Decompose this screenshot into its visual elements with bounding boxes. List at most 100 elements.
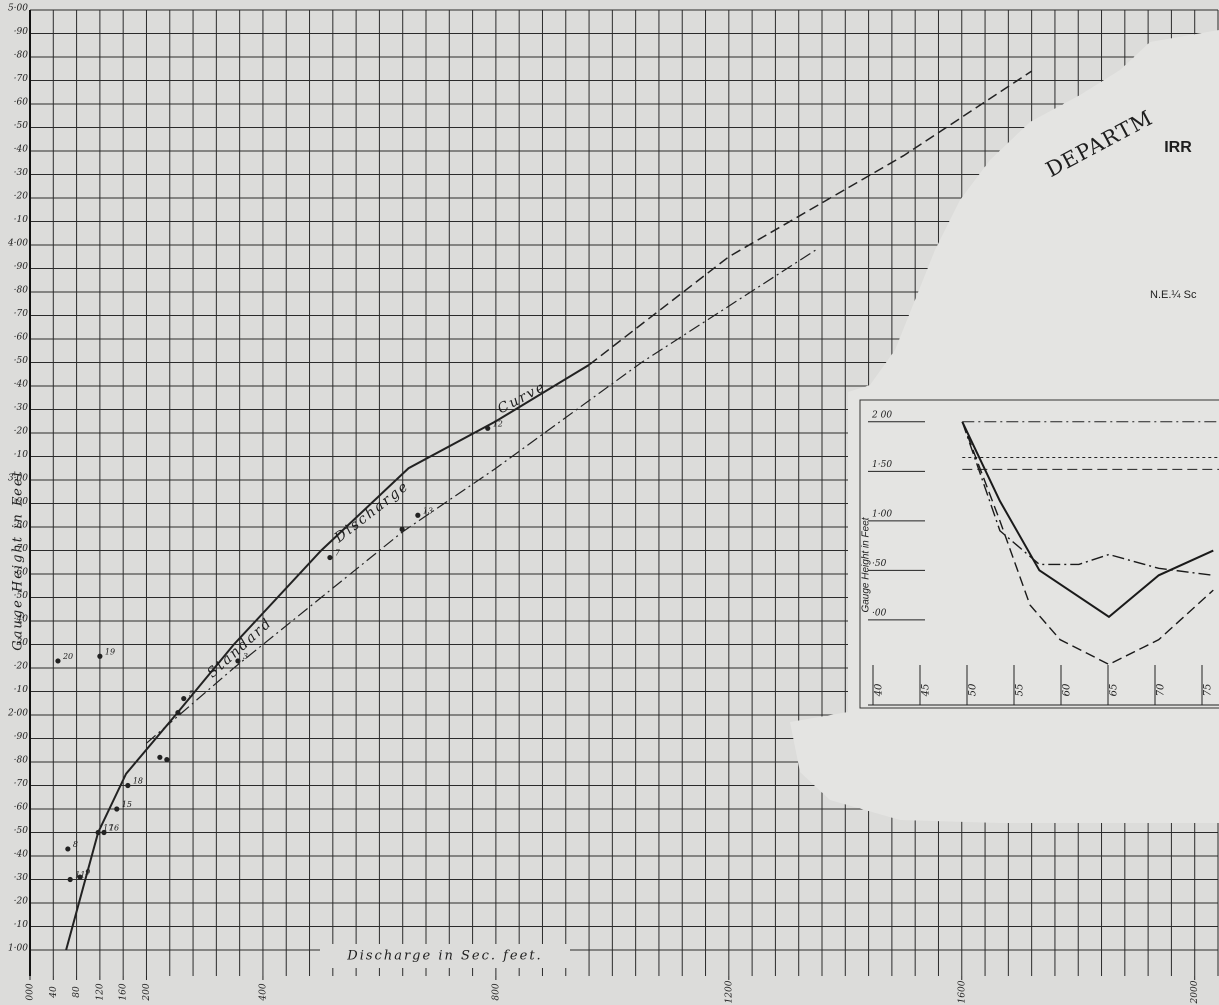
x-tick-label: 160 — [119, 983, 129, 1000]
y-tick-label: 1·00 — [8, 944, 28, 954]
y-tick-label: ·80 — [14, 286, 29, 296]
inset-x-tick-label: 65 — [1109, 684, 1120, 697]
point — [327, 554, 333, 561]
inset-y-label: Gauge Height in Feet — [861, 516, 872, 612]
y-tick-label: ·70 — [14, 779, 29, 789]
y-tick-label: 5·00 — [8, 4, 28, 14]
x-tick-label: 2000 — [1190, 980, 1200, 1004]
inset-y-tick-label: ·00 — [872, 608, 887, 618]
y-tick-label: ·40 — [14, 615, 29, 625]
inset-y-tick-label: 2 00 — [871, 410, 892, 420]
bed-profile — [961, 421, 1214, 666]
x-tick-label: 400 — [258, 983, 268, 1001]
y-tick-label: ·20 — [14, 662, 29, 672]
bed-profile — [961, 421, 1214, 619]
y-tick-label: ·90 — [14, 732, 29, 742]
point — [181, 695, 187, 702]
inset-y-tick-label: ·50 — [872, 559, 887, 569]
y-tick-label: ·60 — [14, 803, 29, 813]
x-tick-label: 800 — [491, 983, 501, 1000]
y-tick-label: ·70 — [14, 74, 29, 84]
point — [77, 874, 83, 880]
x-axis-label: Discharge in Sec. feet. — [346, 949, 542, 964]
point-label: 15 — [122, 800, 132, 809]
y-tick-label: ·60 — [14, 333, 29, 343]
x-tick-label: 200 — [142, 983, 152, 1001]
inset-x-tick-label: 50 — [968, 683, 979, 696]
y-tick-label: ·40 — [14, 145, 29, 155]
y-tick-label: ·80 — [14, 756, 29, 766]
y-tick-label: ·90 — [14, 497, 29, 507]
point — [485, 425, 491, 431]
y-tick-label: ·40 — [14, 380, 29, 390]
y-tick-label: ·40 — [14, 850, 29, 860]
point — [55, 658, 61, 664]
y-tick-label: ·10 — [14, 215, 29, 225]
y-tick-label: ·80 — [14, 51, 29, 61]
point-label: 9 — [85, 868, 90, 877]
point — [399, 526, 405, 532]
y-tick-label: ·60 — [14, 568, 29, 578]
inset-frame — [859, 399, 1219, 709]
y-tick-label: 3·00 — [8, 474, 28, 484]
point-label: 13 — [423, 506, 433, 515]
point — [157, 754, 163, 760]
point-label: 16 — [109, 824, 119, 833]
y-axis-label: Gauge Height in Feet — [11, 469, 26, 650]
point-label: 3 — [243, 652, 248, 661]
y-tick-label: ·20 — [14, 897, 29, 907]
x-tick-label: 40 — [49, 986, 59, 999]
point — [114, 806, 120, 812]
point-label: 17 — [103, 824, 114, 833]
point — [175, 710, 181, 716]
point — [235, 658, 241, 664]
bed-profile — [961, 421, 1214, 576]
y-tick-label: 4·00 — [7, 239, 28, 249]
point-label: 18 — [133, 777, 143, 786]
y-tick-label: ·60 — [14, 98, 29, 108]
curve — [588, 70, 1033, 366]
point-label: 8 — [73, 840, 78, 849]
point — [97, 653, 103, 659]
y-tick-label: ·50 — [14, 121, 29, 131]
point — [95, 829, 101, 836]
x-tick-label: 80 — [72, 986, 82, 998]
y-tick-label: ·80 — [14, 521, 29, 531]
x-tick-label: 000 — [26, 983, 36, 1000]
subheading: IRR — [1164, 139, 1192, 156]
y-tick-label: ·90 — [14, 262, 29, 272]
x-tick-label: 1600 — [957, 980, 967, 1003]
x-label-bg — [320, 944, 570, 968]
point — [101, 829, 107, 836]
inset-y-tick-label: 1·50 — [872, 460, 892, 470]
inset-x-tick-label: 75 — [1203, 684, 1214, 697]
y-tick-label: ·10 — [14, 685, 29, 695]
point — [65, 846, 71, 852]
y-tick-label: ·70 — [14, 544, 29, 554]
y-tick-label: ·70 — [14, 309, 29, 319]
inset-x-tick-label: 40 — [874, 683, 885, 697]
grid — [29, 9, 1219, 976]
y-tick-label: ·30 — [14, 873, 29, 883]
point-label: 5 — [189, 690, 194, 699]
y-tick-label: ·20 — [14, 192, 29, 202]
y-tick-label: ·20 — [14, 427, 29, 437]
point-label: 20 — [62, 652, 73, 661]
point — [67, 876, 73, 883]
y-tick-label: ·50 — [14, 356, 29, 366]
y-tick-label: ·30 — [14, 168, 29, 178]
y-tick-label: ·90 — [14, 27, 29, 37]
y-tick-label: ·10 — [14, 920, 29, 930]
y-tick-label: ·30 — [14, 638, 29, 648]
inset-x-tick-label: 55 — [1015, 684, 1026, 697]
x-tick-label: 120 — [95, 983, 105, 1000]
inset-x-tick-label: 45 — [921, 684, 932, 698]
y-tick-label: ·50 — [14, 826, 29, 836]
point-label: 12 — [493, 419, 503, 428]
x-tick-label: 1200 — [724, 980, 734, 1003]
y-tick-label: ·30 — [14, 403, 29, 413]
curve — [65, 363, 590, 951]
inset-y-tick-label: 1·00 — [872, 509, 892, 519]
